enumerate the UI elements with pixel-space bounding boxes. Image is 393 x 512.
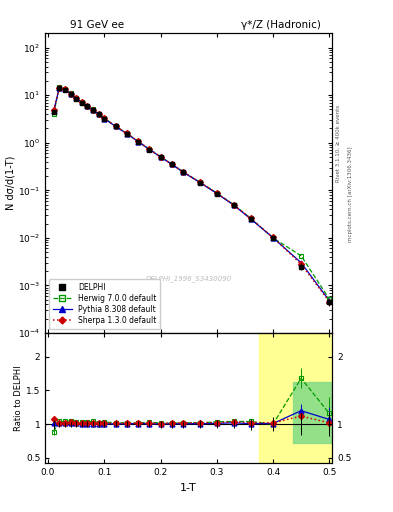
Legend: DELPHI, Herwig 7.0.0 default, Pythia 8.308 default, Sherpa 1.3.0 default: DELPHI, Herwig 7.0.0 default, Pythia 8.3…	[49, 279, 160, 329]
Text: mcplots.cern.ch [arXiv:1306.3436]: mcplots.cern.ch [arXiv:1306.3436]	[348, 147, 353, 242]
Y-axis label: Ratio to DELPHI: Ratio to DELPHI	[14, 366, 23, 431]
Text: DELPHI_1996_S3430090: DELPHI_1996_S3430090	[145, 275, 232, 283]
Text: 91 GeV ee: 91 GeV ee	[70, 20, 124, 30]
Text: Rivet 3.1.10, ≥ 400k events: Rivet 3.1.10, ≥ 400k events	[336, 105, 341, 182]
Y-axis label: N dσ/d(1-T): N dσ/d(1-T)	[5, 156, 15, 210]
Text: γ*/Z (Hadronic): γ*/Z (Hadronic)	[241, 20, 320, 30]
X-axis label: 1-T: 1-T	[180, 483, 197, 493]
